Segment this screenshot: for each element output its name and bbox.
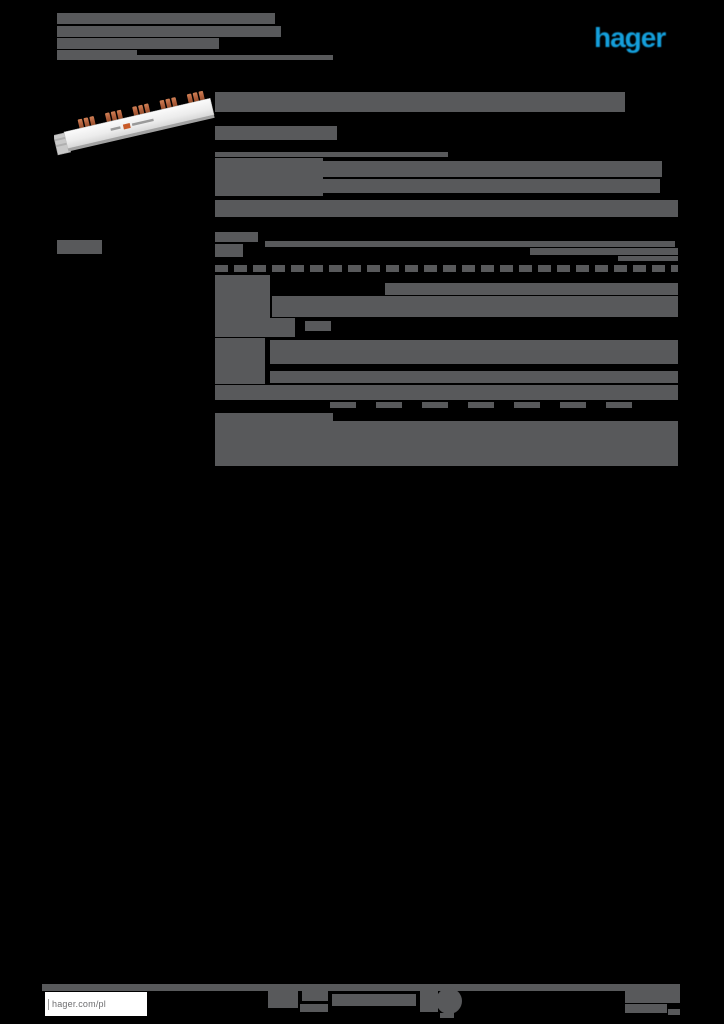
busbar-photo <box>54 90 215 156</box>
cert-logo <box>268 991 298 1008</box>
redacted-footer-right <box>668 1009 680 1015</box>
redacted-spec-label <box>215 331 295 337</box>
redacted-spec-value <box>305 321 331 331</box>
redacted-spec-row <box>265 241 675 247</box>
redacted-header-line <box>57 50 137 60</box>
cert-logo-round <box>436 988 462 1014</box>
busbar-pins <box>77 90 205 130</box>
website-box: hager.com/pl <box>45 992 147 1016</box>
cert-logo <box>332 994 416 1006</box>
redacted-spec-value <box>272 296 678 317</box>
redacted-paragraph-block <box>215 421 678 466</box>
redacted-footer-right <box>625 1004 667 1013</box>
cert-logo <box>420 991 438 1012</box>
redacted-subtitle <box>215 126 337 140</box>
redacted-spec-row <box>330 402 640 408</box>
redacted-footer-right <box>625 984 680 1003</box>
redacted-spec-value <box>618 256 678 261</box>
redacted-spec-value <box>530 248 678 255</box>
redacted-spec-row <box>215 200 678 217</box>
redacted-spec-value <box>323 161 662 177</box>
redacted-spec-value <box>270 340 678 364</box>
cert-logo <box>440 1013 454 1018</box>
redacted-header-line <box>57 38 219 49</box>
redacted-spec-row <box>215 385 678 400</box>
redacted-spec-row <box>215 265 678 272</box>
redacted-spec-value <box>270 371 678 383</box>
hager-logo: hager <box>594 22 666 53</box>
logo-mark <box>48 998 49 1010</box>
redacted-spec-label <box>215 158 323 196</box>
redacted-spec-value <box>385 283 678 295</box>
redacted-spec-value <box>323 179 660 193</box>
cert-logo <box>300 1004 328 1012</box>
redacted-product-title <box>215 92 625 112</box>
cert-logo <box>302 991 328 1001</box>
redacted-spec-label <box>215 244 243 257</box>
redacted-header-line <box>57 26 281 37</box>
redacted-spec-row <box>215 152 448 157</box>
redacted-spec-label <box>215 338 265 384</box>
redacted-margin-note <box>57 240 102 254</box>
redacted-spec-label <box>215 232 258 242</box>
redacted-header-line <box>57 13 275 24</box>
redacted-header-subline <box>137 55 333 60</box>
busbar-print <box>110 118 154 131</box>
footer-rule <box>42 984 680 991</box>
redacted-section-label <box>215 413 333 421</box>
website-link[interactable]: hager.com/pl <box>52 999 106 1009</box>
redacted-spec-label <box>215 318 295 331</box>
